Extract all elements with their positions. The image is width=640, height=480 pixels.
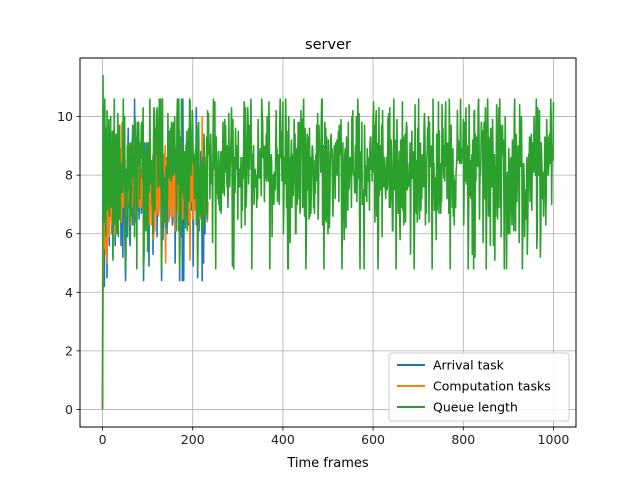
x-tick-label: 800: [451, 432, 475, 447]
x-tick-label: 200: [181, 432, 205, 447]
series-lines: [101, 74, 555, 410]
y-tick-label: 4: [65, 285, 73, 300]
x-axis-label: Time frames: [286, 456, 368, 471]
series-line-queue-length: [101, 74, 555, 410]
x-tick-label: 0: [99, 432, 107, 447]
legend-label-computation-tasks: Computation tasks: [433, 379, 551, 394]
y-tick-label: 0: [65, 402, 73, 417]
chart-title: server: [305, 37, 351, 53]
y-tick-label: 8: [65, 168, 73, 183]
legend-label-arrival-task: Arrival task: [433, 358, 505, 373]
plot-frame: [79, 57, 577, 428]
legend: Arrival task Computation tasks Queue len…: [388, 352, 570, 422]
x-tick-label: 1000: [538, 432, 570, 447]
legend-label-queue-length: Queue length: [433, 400, 518, 415]
y-tick-label: 2: [65, 343, 73, 358]
x-tick-label: 400: [271, 432, 295, 447]
legend-box: [388, 352, 570, 422]
axis-ticks: 0 200 400 600 800 1000 0 2 4 6 8 10: [57, 109, 569, 447]
x-tick-label: 600: [361, 432, 385, 447]
y-tick-label: 10: [57, 109, 73, 124]
y-tick-label: 6: [65, 226, 73, 241]
